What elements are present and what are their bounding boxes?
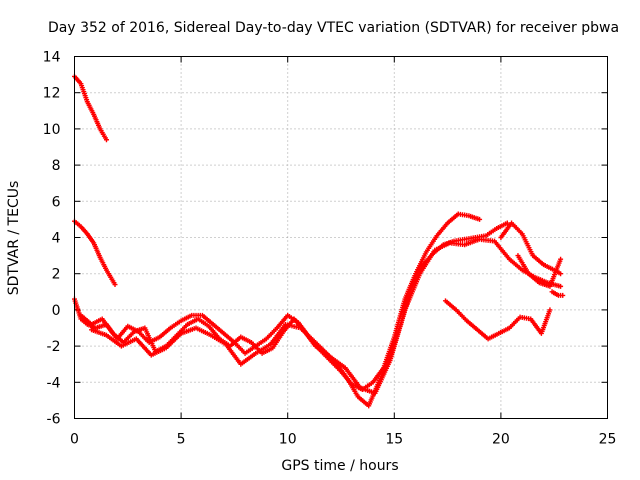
y-tick-label: 0: [52, 303, 61, 319]
series-arc-mid: [72, 218, 118, 288]
series-arc-low-c: [89, 236, 564, 396]
series-arc-late-b: [515, 253, 564, 289]
grid-layer: [74, 56, 608, 419]
x-tick-label: 5: [177, 432, 186, 448]
y-tick-label: -6: [47, 412, 61, 428]
y-axis-label: SDTVAR / TECUs: [6, 181, 22, 296]
y-tick-label: 10: [43, 122, 61, 138]
x-tick-label: 10: [279, 432, 297, 448]
x-tick-label: 0: [70, 432, 79, 448]
y-tick-label: 8: [52, 158, 61, 174]
data-point: [558, 283, 564, 289]
y-tick-label: -4: [47, 375, 61, 391]
data-point: [504, 220, 510, 226]
y-tick-label: 2: [52, 267, 61, 283]
tick-layer: 0 5 10 15 20 25 -6 -4 -2 0 2 4 6 8 10 12 14: [43, 50, 617, 448]
data-point: [477, 216, 483, 222]
data-layer: [72, 73, 566, 409]
chart-title: Day 352 of 2016, Sidereal Day-to-day VTE…: [48, 20, 619, 36]
y-tick-label: 6: [52, 194, 61, 210]
series-arc-late-c: [549, 289, 566, 298]
y-tick-label: 12: [43, 86, 61, 102]
data-point: [547, 307, 553, 313]
data-point: [560, 292, 566, 298]
x-tick-label: 25: [599, 432, 617, 448]
series-arc-dip: [442, 298, 553, 342]
series-arc-high: [72, 73, 109, 143]
data-point: [103, 137, 109, 143]
y-tick-label: 4: [52, 231, 61, 247]
series-arc-low-a: [72, 211, 483, 393]
plot-frame: [74, 56, 608, 419]
series-arc-late-a: [498, 220, 564, 277]
data-point: [558, 271, 564, 277]
data-point: [112, 282, 118, 288]
data-point: [558, 256, 564, 262]
y-tick-label: -2: [47, 339, 61, 355]
y-tick-label: 14: [43, 50, 61, 66]
x-tick-label: 15: [385, 432, 403, 448]
x-axis-label: GPS time / hours: [281, 458, 398, 474]
series-arc-low-b: [78, 220, 510, 409]
x-tick-label: 20: [492, 432, 510, 448]
